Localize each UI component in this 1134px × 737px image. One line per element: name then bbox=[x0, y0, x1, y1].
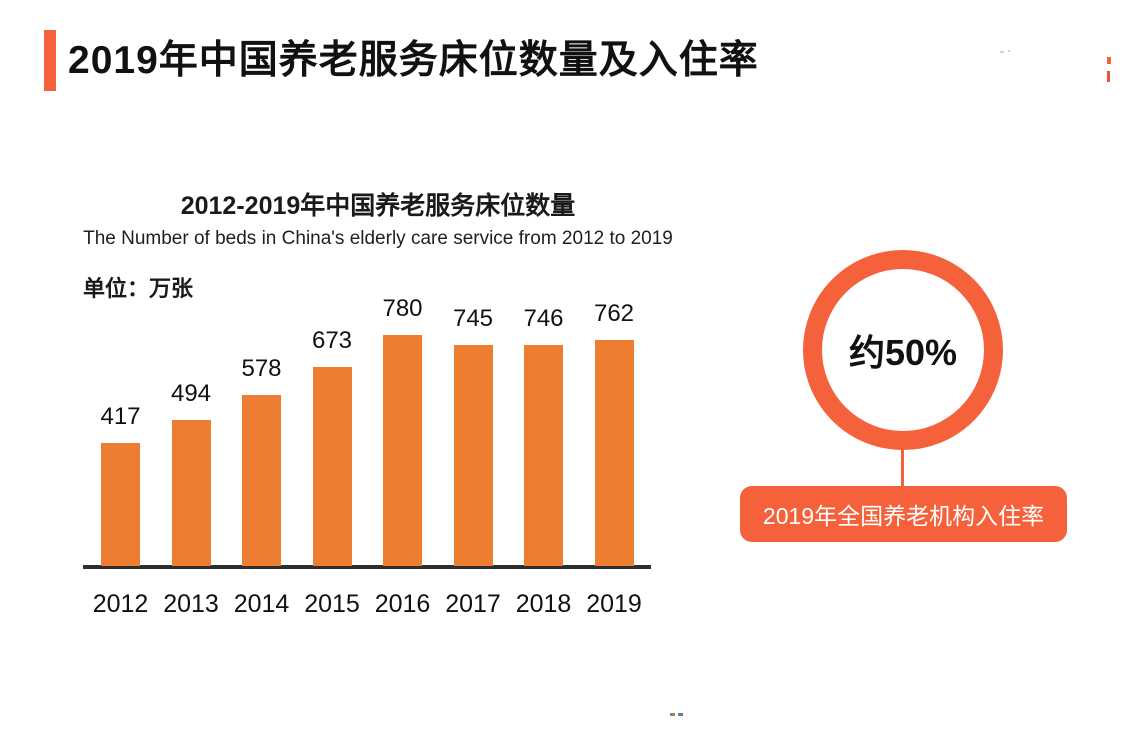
occupancy-value: 约50% bbox=[848, 332, 958, 373]
bar-2019 bbox=[594, 340, 634, 566]
chart-subtitle: The Number of beds in China's elderly ca… bbox=[83, 228, 673, 249]
speck-top-right-2 bbox=[1107, 71, 1110, 82]
x-tick-2016: 2016 bbox=[374, 590, 431, 618]
bar-value-2015: 673 bbox=[311, 327, 353, 354]
speck-bottom-2 bbox=[678, 713, 683, 716]
title-accent-bar bbox=[44, 30, 56, 91]
bar-value-2012: 417 bbox=[100, 403, 141, 430]
bar-2013 bbox=[171, 420, 211, 566]
chart-title: 2012-2019年中国养老服务床位数量 bbox=[180, 192, 576, 220]
bar-2016 bbox=[383, 335, 422, 566]
bar-value-2013: 494 bbox=[170, 380, 212, 407]
occupancy-ring: 约50% bbox=[803, 250, 1003, 450]
bar-value-2017: 745 bbox=[452, 305, 494, 332]
speck-top-right-1 bbox=[1107, 57, 1111, 64]
bar-2012 bbox=[101, 443, 140, 566]
x-tick-2013: 2013 bbox=[163, 590, 219, 618]
speck-top-faint-1 bbox=[1000, 51, 1004, 53]
x-tick-2017: 2017 bbox=[445, 590, 501, 618]
bar-2015 bbox=[312, 367, 352, 566]
x-axis-line bbox=[83, 565, 651, 569]
x-tick-2018: 2018 bbox=[515, 590, 572, 618]
page-title: 2019年中国养老服务床位数量及入住率 bbox=[68, 39, 759, 82]
connector-line bbox=[901, 449, 904, 487]
speck-bottom-1 bbox=[670, 713, 675, 716]
unit-label: 单位：万张 bbox=[83, 276, 194, 301]
x-tick-2012: 2012 bbox=[92, 590, 149, 618]
bar-2018 bbox=[524, 345, 563, 566]
occupancy-label: 2019年全国养老机构入住率 bbox=[762, 503, 1045, 529]
bar-value-2016: 780 bbox=[382, 295, 423, 322]
bar-2014 bbox=[242, 395, 281, 566]
bar-value-2018: 746 bbox=[523, 305, 564, 332]
speck-top-faint-2 bbox=[1008, 50, 1010, 52]
occupancy-label-box: 2019年全国养老机构入住率 bbox=[740, 486, 1067, 542]
bar-2017 bbox=[453, 345, 493, 566]
bar-value-2014: 578 bbox=[241, 355, 282, 382]
x-tick-2014: 2014 bbox=[233, 590, 290, 618]
x-tick-2019: 2019 bbox=[586, 590, 642, 618]
bar-value-2019: 762 bbox=[593, 300, 635, 327]
x-tick-2015: 2015 bbox=[304, 590, 360, 618]
